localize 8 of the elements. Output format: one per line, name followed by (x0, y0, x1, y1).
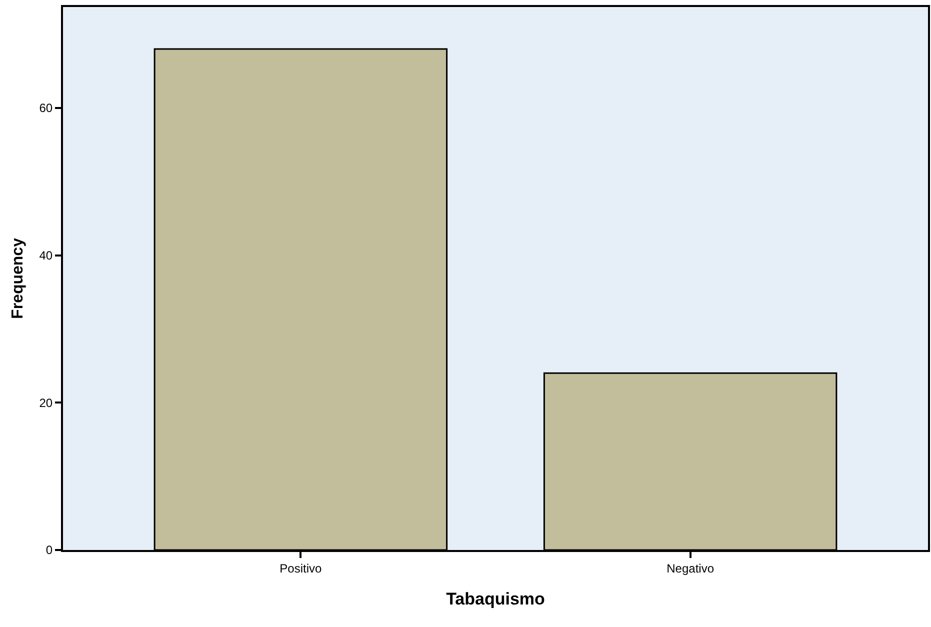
x-axis-title: Tabaquismo (446, 589, 545, 608)
y-tick-label: 40 (39, 248, 53, 262)
y-axis-title: Frequency (10, 238, 27, 319)
x-tick-label: Positivo (280, 561, 322, 576)
y-tick-label: 20 (39, 396, 53, 410)
y-tick-label: 0 (46, 543, 53, 558)
y-tick-label: 60 (39, 101, 53, 116)
x-tick-label: Negativo (666, 561, 714, 576)
